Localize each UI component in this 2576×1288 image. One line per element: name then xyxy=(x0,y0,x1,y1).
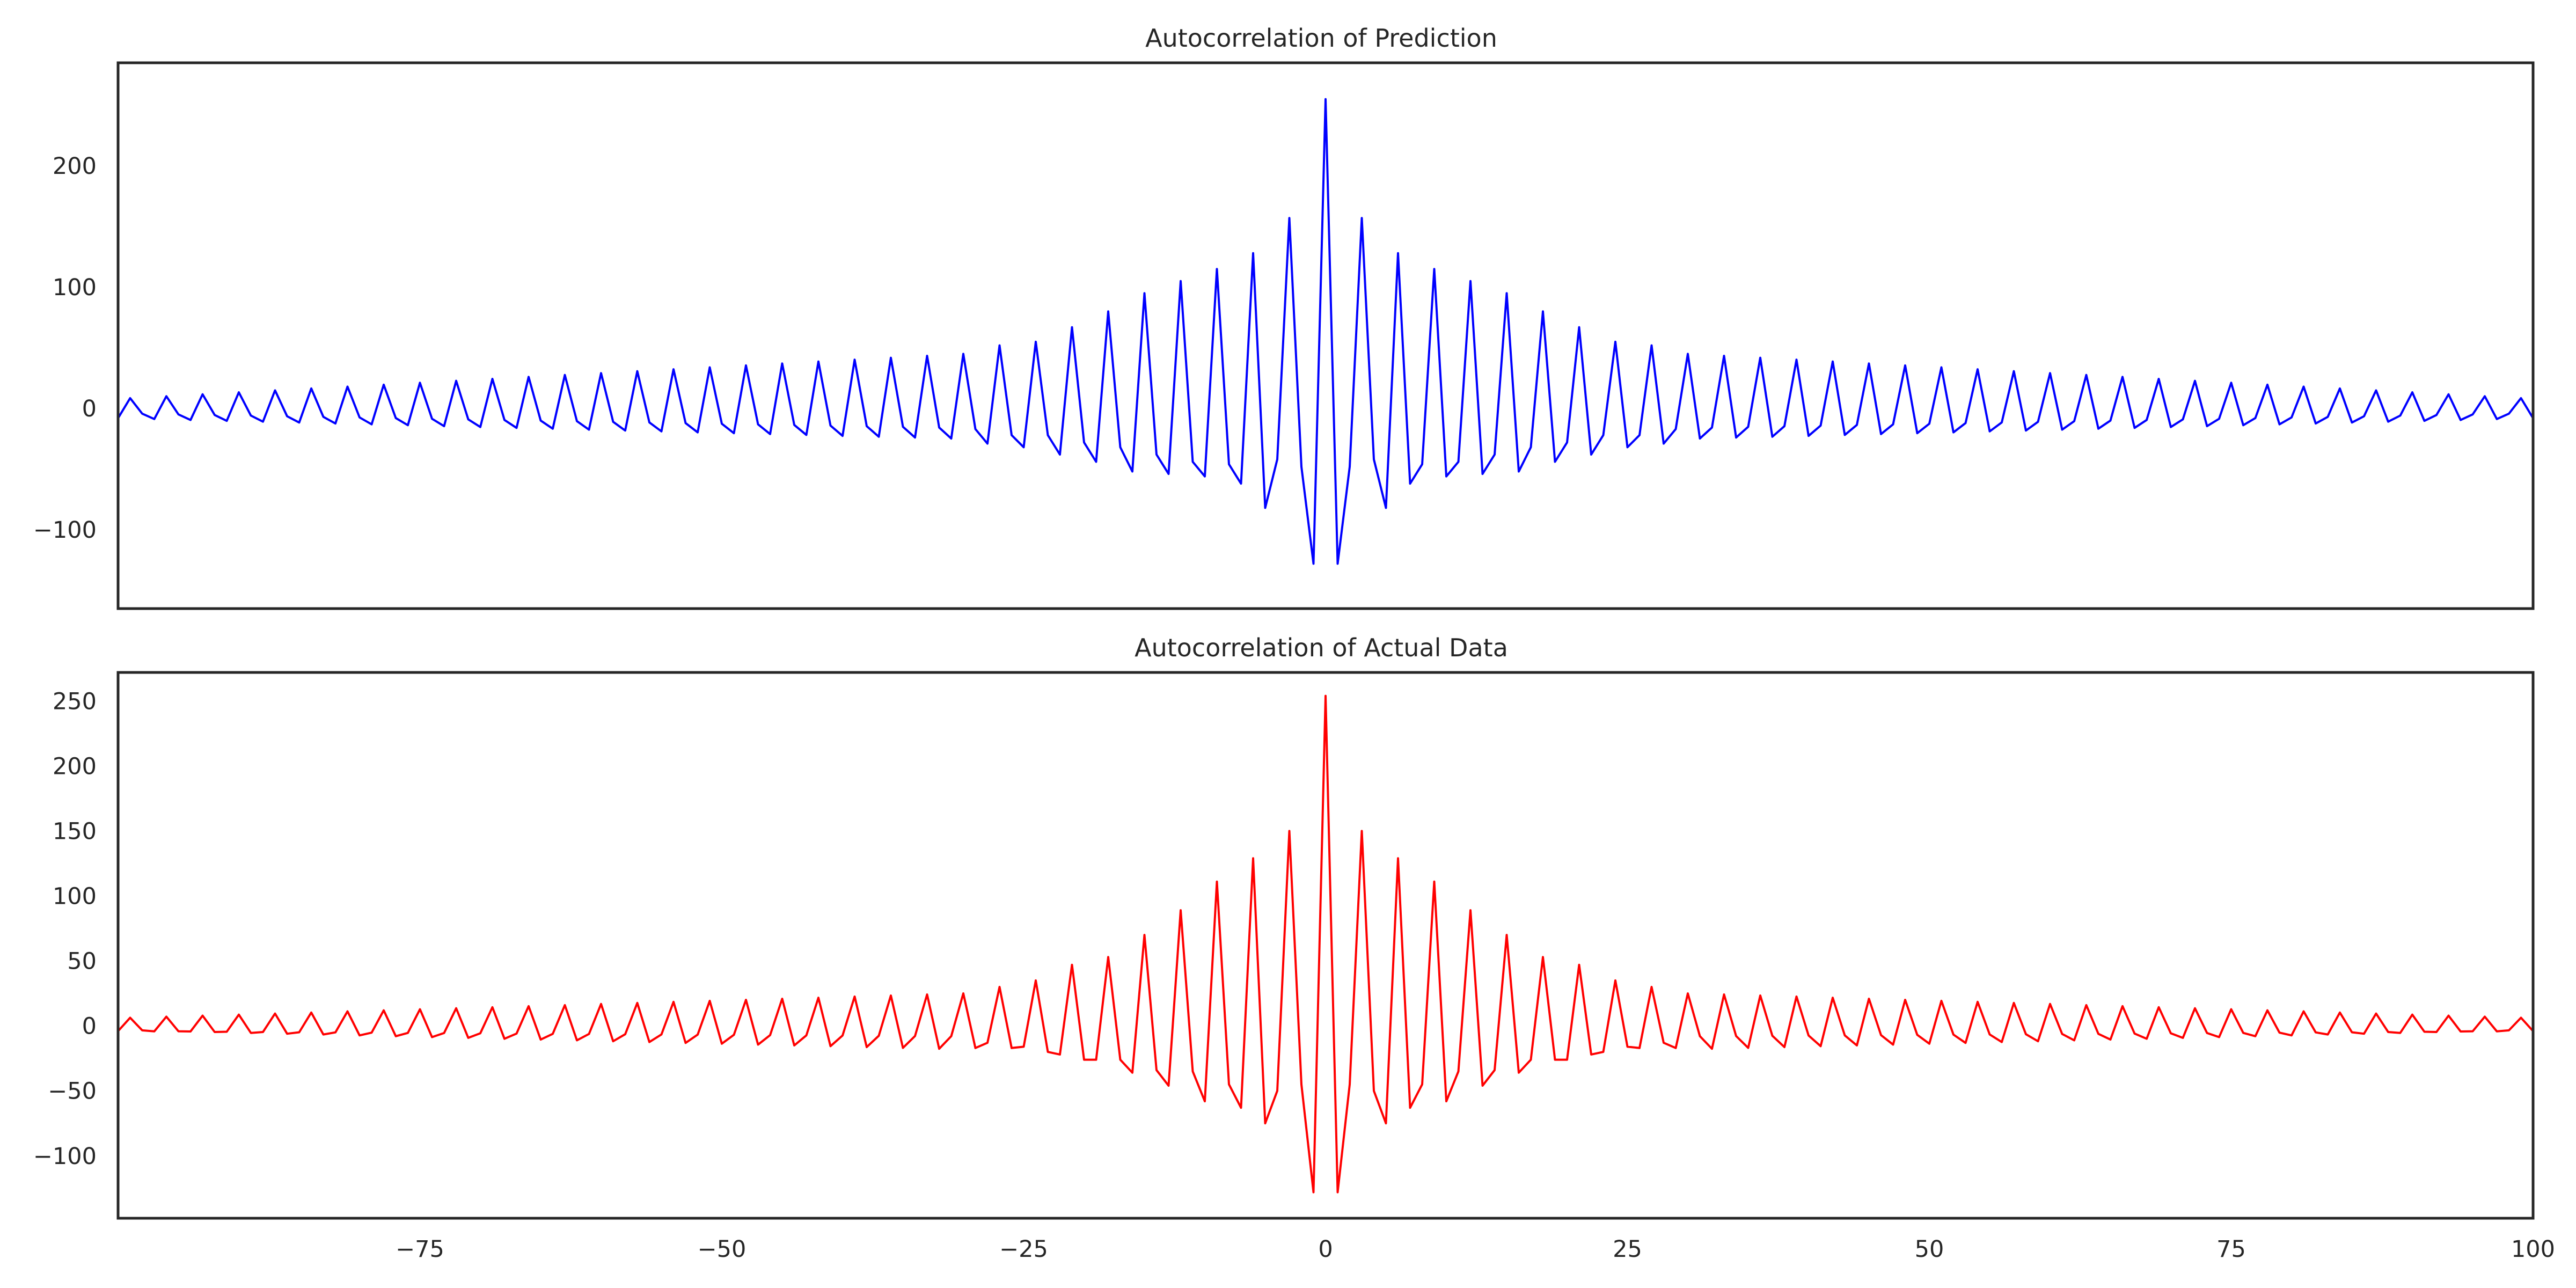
actual-x-tick-label: 75 xyxy=(2216,1236,2246,1263)
actual-y-tick-label: 200 xyxy=(53,753,97,780)
prediction-y-tick-label: 100 xyxy=(53,274,97,301)
actual-x-tick-label: −75 xyxy=(396,1236,444,1263)
actual-y-tick-label: 150 xyxy=(53,818,97,845)
prediction-axes-frame xyxy=(116,61,2535,610)
actual-y-tick-label: 0 xyxy=(82,1013,97,1040)
prediction-chart-title: Autocorrelation of Prediction xyxy=(1145,24,1497,53)
actual-x-tick-label: −25 xyxy=(999,1236,1048,1263)
actual-axes-frame xyxy=(116,671,2535,1220)
prediction-series-group xyxy=(117,98,2534,565)
actual-axis-ticks: −100 −50 0 50 100 150 200 250 −75 −50 −25 0 25 50 75 10… xyxy=(33,688,2555,1263)
actual-chart-title: Autocorrelation of Actual Data xyxy=(1135,633,1508,662)
prediction-y-tick-label: −100 xyxy=(33,517,97,544)
actual-x-tick-label: 0 xyxy=(1318,1236,1333,1263)
actual-y-tick-label: 250 xyxy=(53,688,97,715)
actual-x-tick-label: −50 xyxy=(698,1236,747,1263)
actual-x-tick-label: 25 xyxy=(1613,1236,1642,1263)
prediction-autocorrelation-line xyxy=(117,98,2534,565)
actual-x-tick-label: 100 xyxy=(2511,1236,2555,1263)
actual-series-group xyxy=(117,694,2534,1194)
actual-y-tick-label: −100 xyxy=(33,1143,97,1170)
prediction-autocorrelation-panel: Autocorrelation of Prediction −100 0 100 20… xyxy=(33,24,2535,610)
actual-y-tick-label: 50 xyxy=(67,948,97,975)
prediction-axis-ticks: −100 0 100 200 xyxy=(33,153,97,544)
prediction-y-tick-label: 0 xyxy=(82,396,97,422)
actual-autocorrelation-panel: Autocorrelation of Actual Data −100 −50 0 5… xyxy=(33,633,2555,1263)
prediction-y-tick-label: 200 xyxy=(53,153,97,180)
actual-x-tick-label: 50 xyxy=(1915,1236,1944,1263)
actual-y-tick-label: −50 xyxy=(48,1078,97,1105)
actual-autocorrelation-line xyxy=(117,694,2534,1194)
actual-y-tick-label: 100 xyxy=(53,883,97,910)
